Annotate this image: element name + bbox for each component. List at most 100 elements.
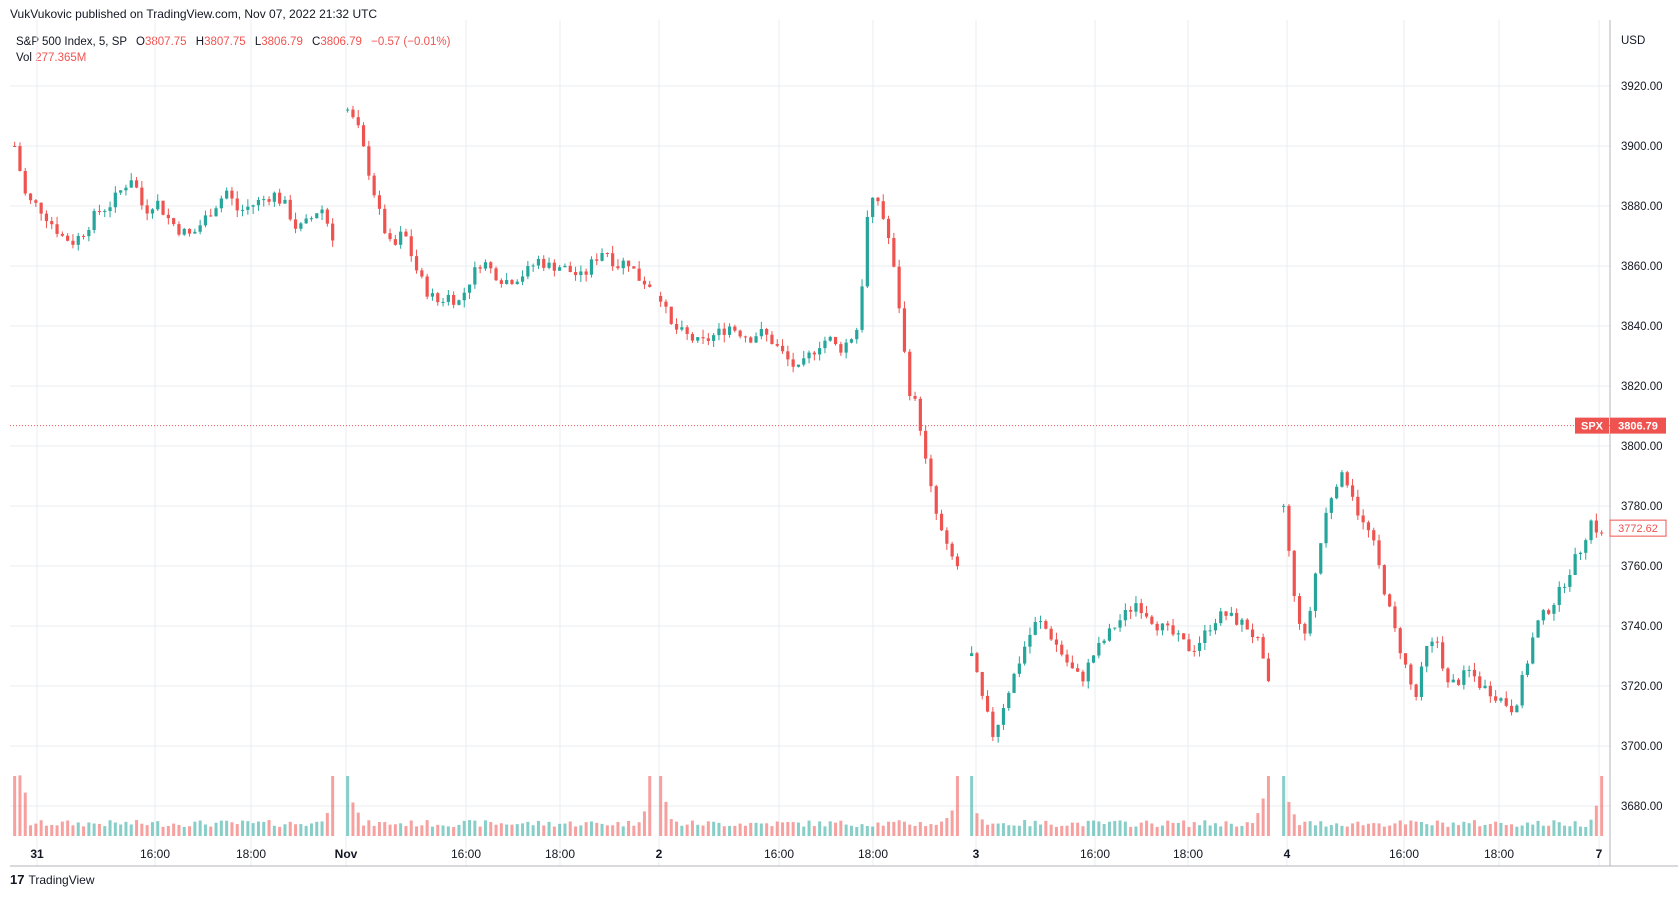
- volume-bar: [172, 823, 176, 836]
- x-tick-label: 16:00: [451, 847, 481, 861]
- candle-body: [727, 326, 732, 335]
- volume-bar: [1251, 823, 1255, 836]
- volume-bar: [1600, 776, 1604, 836]
- volume-bar: [1324, 826, 1328, 836]
- volume-bar: [1102, 824, 1106, 836]
- candle-body: [309, 218, 314, 220]
- volume-bar: [1409, 820, 1413, 836]
- candle-body: [970, 653, 974, 656]
- volume-bar: [1092, 820, 1096, 836]
- volume-bar: [834, 822, 838, 836]
- candle-body: [1219, 611, 1223, 624]
- candle-body: [1012, 673, 1016, 693]
- volume-bar: [44, 825, 48, 836]
- candle-body: [1197, 643, 1202, 651]
- volume-bar: [18, 775, 22, 836]
- candle-body: [786, 351, 790, 360]
- volume-bar: [1472, 820, 1476, 836]
- candle-body: [1547, 610, 1551, 614]
- volume-bar: [256, 821, 260, 836]
- candle-body: [1403, 653, 1408, 665]
- volume-bar: [1256, 813, 1260, 836]
- candle-body: [272, 192, 276, 202]
- volume-bar: [272, 825, 276, 836]
- volume-bar: [1213, 823, 1217, 836]
- volume-bar: [299, 824, 303, 836]
- candle-body: [1414, 684, 1418, 697]
- candle-body: [701, 337, 705, 339]
- volume-bar: [521, 823, 525, 836]
- candle-body: [214, 208, 218, 217]
- candle-body: [1091, 655, 1096, 663]
- volume-bar: [267, 820, 271, 836]
- volume-bar: [1552, 820, 1556, 836]
- y-tick-label: 3740.00: [1621, 621, 1663, 633]
- candle-body: [1266, 658, 1271, 682]
- volume-bar: [219, 820, 223, 836]
- candle-body: [1245, 619, 1249, 630]
- volume-bar: [600, 823, 604, 836]
- candle-body: [526, 266, 530, 277]
- candle-body: [1345, 472, 1349, 486]
- candle-body: [696, 337, 700, 341]
- candle-body: [1451, 679, 1455, 683]
- candle-body: [256, 199, 261, 206]
- volume-bar: [119, 824, 123, 836]
- candle-body: [759, 328, 763, 337]
- candle-body: [1250, 629, 1255, 638]
- volume-bar: [712, 821, 716, 836]
- volume-bar: [1488, 824, 1492, 836]
- candle-body: [1494, 696, 1498, 701]
- volume-bar: [1208, 825, 1212, 836]
- candle-body: [346, 109, 350, 111]
- volume-bar: [1547, 825, 1551, 836]
- volume-bar: [743, 825, 747, 836]
- volume-bar: [325, 812, 329, 836]
- volume-bar: [1351, 823, 1355, 836]
- candle-body: [1388, 594, 1392, 607]
- volume-bar: [483, 820, 487, 836]
- candle-body: [1366, 522, 1371, 531]
- candle-body: [595, 259, 599, 261]
- candle-body: [499, 280, 503, 284]
- volume-bar: [1282, 776, 1286, 836]
- volume-bar: [315, 821, 319, 836]
- volume-bar: [1451, 822, 1455, 836]
- candle-body: [839, 344, 843, 353]
- candle-body: [1065, 654, 1069, 663]
- volume-bar: [1001, 823, 1005, 836]
- volume-bar: [409, 820, 413, 836]
- candle-body: [1176, 633, 1180, 635]
- volume-bar: [1441, 822, 1445, 836]
- candle-body: [520, 276, 525, 282]
- candle-body: [351, 109, 355, 118]
- volume-bar: [706, 821, 710, 836]
- volume-bar: [510, 824, 514, 836]
- volume-bar: [531, 825, 535, 836]
- volume-bar: [39, 820, 43, 836]
- candle-body: [156, 200, 160, 210]
- tradingview-footer[interactable]: 17 TradingView: [10, 872, 95, 887]
- candle-body: [467, 284, 472, 293]
- volume-bar: [855, 826, 859, 836]
- candle-body: [584, 271, 588, 275]
- candle-body: [1023, 646, 1027, 664]
- x-tick-label: 16:00: [1080, 847, 1110, 861]
- candle-body: [828, 336, 832, 341]
- candle-body: [1160, 623, 1165, 631]
- volume-bar: [1129, 826, 1133, 836]
- secondary-price-badge: 3772.62: [1618, 523, 1658, 535]
- x-tick-label: 16:00: [764, 847, 794, 861]
- candle-body: [246, 206, 250, 210]
- open-label: O: [136, 36, 145, 48]
- volume-bar: [1044, 820, 1048, 836]
- candle-body: [1589, 520, 1593, 541]
- y-tick-label: 3900.00: [1621, 141, 1663, 153]
- candle-body: [13, 146, 17, 147]
- volume-bar: [1388, 825, 1392, 836]
- candle-body: [1097, 642, 1101, 656]
- volume-bar: [108, 820, 112, 836]
- candle-body: [377, 195, 382, 209]
- volume-bar: [1224, 821, 1228, 836]
